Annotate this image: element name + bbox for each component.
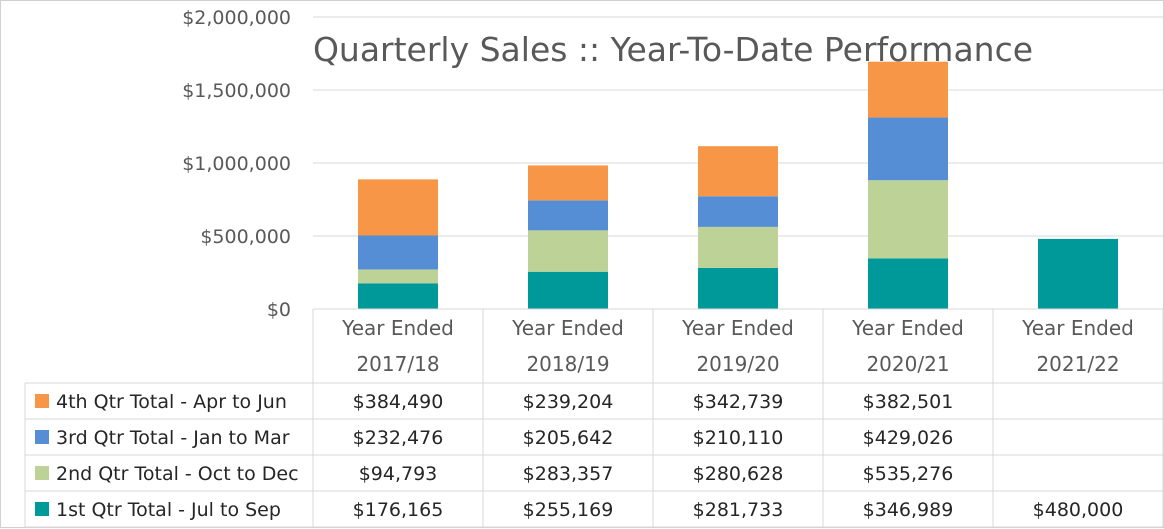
data-table-value: $239,204: [523, 391, 614, 413]
category-label: 2017/18: [356, 352, 439, 376]
data-table-value: $384,490: [353, 391, 444, 413]
data-table-value: $176,165: [353, 499, 444, 521]
legend-label: 3rd Qtr Total - Jan to Mar: [56, 427, 290, 449]
y-tick-label: $1,000,000: [182, 153, 291, 175]
category-label: 2019/20: [696, 352, 779, 376]
bar-segment: [698, 267, 778, 309]
category-label: 2020/21: [866, 352, 949, 376]
legend-label: 4th Qtr Total - Apr to Jun: [56, 391, 287, 413]
legend-label: 1st Qtr Total - Jul to Sep: [56, 499, 281, 521]
data-table-value: $382,501: [863, 391, 954, 413]
category-label: Year Ended: [1021, 316, 1134, 340]
category-label: Year Ended: [681, 316, 794, 340]
bar-segment: [868, 258, 948, 309]
category-label: 2021/22: [1036, 352, 1119, 376]
legend-label: 2nd Qtr Total - Oct to Dec: [56, 463, 299, 485]
y-tick-label: $500,000: [200, 226, 291, 248]
legend-swatch: [35, 466, 49, 480]
y-tick-label: $0: [267, 299, 291, 321]
data-table-value: $210,110: [693, 427, 784, 449]
legend-swatch: [35, 394, 49, 408]
data-table-value: $205,642: [523, 427, 614, 449]
bar-segment: [868, 180, 948, 259]
bar-segment: [358, 179, 438, 236]
category-label: 2018/19: [526, 352, 609, 376]
bar-segment: [358, 269, 438, 284]
bar-segment: [698, 146, 778, 197]
bar-segment: [868, 61, 948, 118]
data-table-value: $255,169: [523, 499, 614, 521]
bar-segment: [528, 200, 608, 231]
legend-swatch: [35, 430, 49, 444]
bar-segment: [358, 283, 438, 309]
bar-segment: [868, 117, 948, 181]
data-table-value: $346,989: [863, 499, 954, 521]
data-table-value: $94,793: [359, 463, 438, 485]
data-table-value: $480,000: [1033, 499, 1124, 521]
data-table-value: $429,026: [863, 427, 954, 449]
data-table-value: $232,476: [353, 427, 444, 449]
bar-segment: [698, 226, 778, 268]
bar-segment: [358, 235, 438, 270]
data-table-value: $535,276: [863, 463, 954, 485]
category-label: Year Ended: [851, 316, 964, 340]
bar-segment: [528, 271, 608, 309]
bar-segment: [528, 230, 608, 272]
data-table-value: $283,357: [523, 463, 614, 485]
bar-segment: [528, 165, 608, 201]
bar-segment: [1038, 238, 1118, 309]
legend-swatch: [35, 502, 49, 516]
chart-title: Quarterly Sales :: Year-To-Date Performa…: [313, 30, 1033, 69]
y-tick-label: $2,000,000: [182, 7, 291, 29]
y-tick-label: $1,500,000: [182, 80, 291, 102]
category-label: Year Ended: [341, 316, 454, 340]
data-table-value: $280,628: [693, 463, 784, 485]
data-table-value: $281,733: [693, 499, 784, 521]
bar-segment: [698, 196, 778, 227]
category-label: Year Ended: [511, 316, 624, 340]
data-table-value: $342,739: [693, 391, 784, 413]
